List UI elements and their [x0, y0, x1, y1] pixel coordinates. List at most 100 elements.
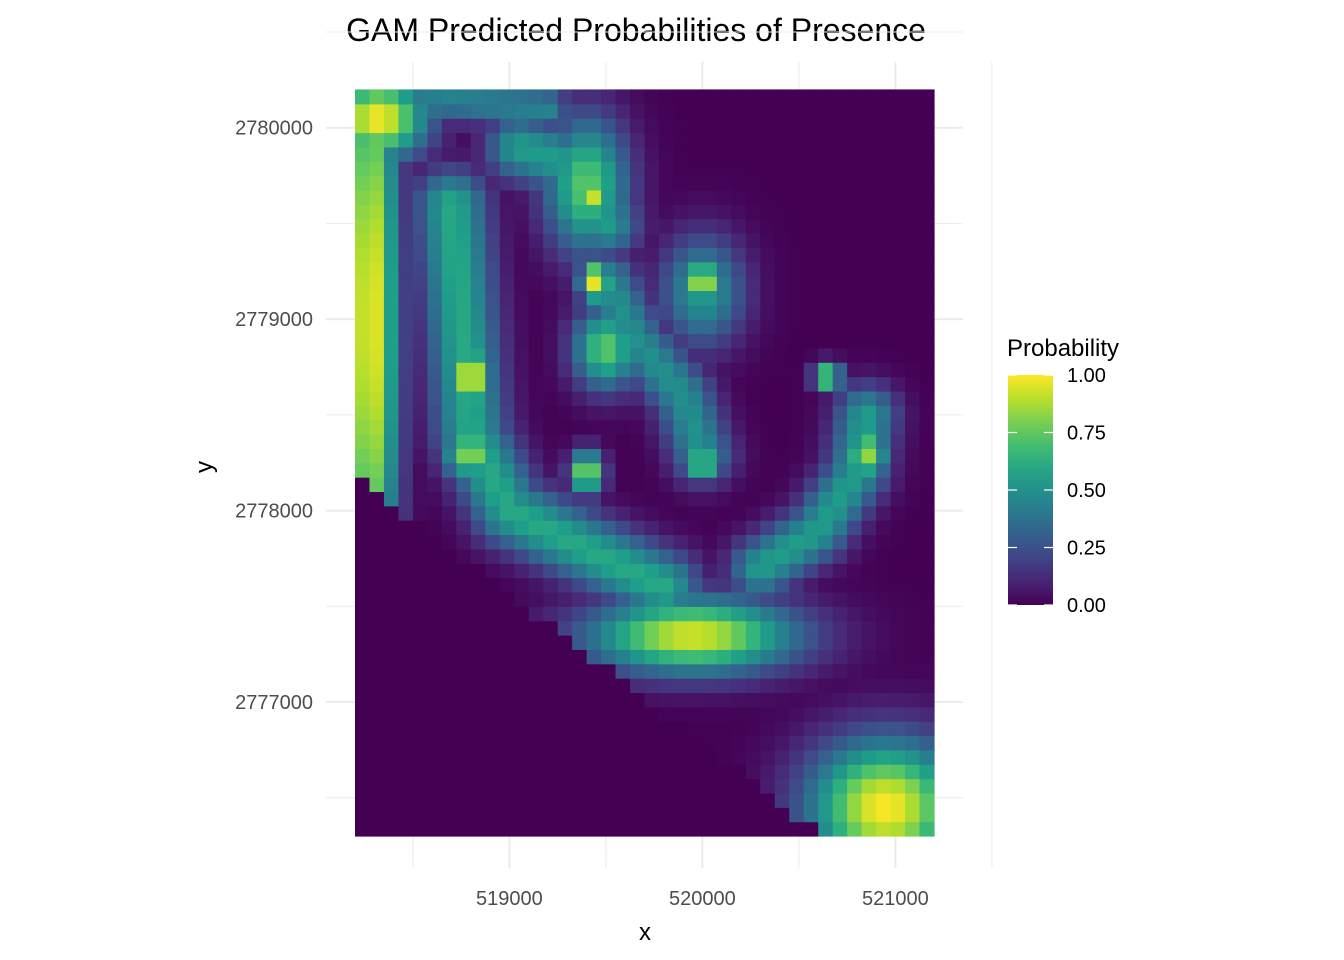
- heatmap-cell: [369, 233, 385, 248]
- heatmap-cell: [673, 161, 689, 177]
- heatmap-cell: [572, 390, 588, 406]
- heatmap-cell: [427, 563, 443, 579]
- heatmap-cell: [557, 204, 573, 220]
- heatmap-cell: [644, 304, 660, 320]
- heatmap-cell: [760, 419, 776, 435]
- heatmap-cell: [731, 663, 747, 679]
- heatmap-cell: [876, 419, 892, 435]
- heatmap-cell: [716, 649, 732, 665]
- heatmap-cell: [398, 233, 414, 248]
- heatmap-cell: [630, 692, 646, 708]
- heatmap-cell: [789, 390, 805, 406]
- heatmap-cell: [528, 505, 544, 521]
- heatmap-cell: [919, 376, 935, 392]
- heatmap-cell: [658, 319, 675, 335]
- heatmap-cell: [499, 390, 515, 406]
- heatmap-cell: [456, 606, 472, 622]
- heatmap-cell: [803, 821, 819, 837]
- heatmap-cell: [470, 161, 486, 177]
- heatmap-cell: [702, 821, 718, 837]
- heatmap-cell: [601, 635, 617, 650]
- heatmap-cell: [557, 290, 573, 306]
- heatmap-cell: [919, 548, 935, 564]
- heatmap-cell: [369, 477, 385, 493]
- heatmap-cell: [919, 347, 935, 363]
- heatmap-cell: [355, 706, 371, 722]
- heatmap-cell: [658, 678, 675, 694]
- heatmap-cell: [470, 304, 486, 320]
- heatmap-cell: [789, 735, 805, 751]
- heatmap-cell: [456, 333, 472, 349]
- heatmap-cell: [818, 635, 834, 650]
- heatmap-cell: [557, 778, 573, 794]
- heatmap-cell: [803, 448, 819, 464]
- heatmap-cell: [644, 534, 660, 550]
- heatmap-cell: [615, 505, 631, 521]
- heatmap-cell: [847, 821, 863, 837]
- heatmap-cell: [861, 304, 877, 320]
- heatmap-cell: [427, 261, 443, 277]
- heatmap-cell: [890, 434, 906, 449]
- heatmap-cell: [441, 591, 457, 607]
- heatmap-cell: [412, 735, 428, 751]
- heatmap-cell: [441, 505, 457, 521]
- heatmap-cell: [803, 692, 819, 708]
- heatmap-cell: [658, 591, 675, 607]
- heatmap-cell: [383, 362, 400, 378]
- heatmap-cell: [905, 333, 921, 349]
- heatmap-cell: [905, 118, 921, 134]
- heatmap-cell: [658, 563, 675, 579]
- heatmap-cell: [731, 89, 747, 105]
- heatmap-cell: [586, 764, 602, 780]
- heatmap-cell: [803, 376, 819, 392]
- heatmap-cell: [412, 591, 428, 607]
- heatmap-cell: [760, 620, 776, 636]
- heatmap-cell: [644, 721, 660, 737]
- heatmap-cell: [876, 807, 892, 823]
- heatmap-cell: [818, 261, 834, 277]
- heatmap-cell: [441, 118, 457, 134]
- heatmap-cell: [557, 721, 573, 737]
- heatmap-cell: [528, 764, 544, 780]
- heatmap-cell: [832, 233, 848, 248]
- heatmap-cell: [586, 591, 602, 607]
- heatmap-cell: [861, 821, 877, 837]
- heatmap-cell: [673, 534, 689, 550]
- heatmap-cell: [427, 419, 443, 435]
- heatmap-cell: [615, 577, 631, 593]
- heatmap-cell: [485, 276, 501, 292]
- heatmap-cell: [369, 419, 385, 435]
- heatmap-cell: [412, 520, 428, 536]
- heatmap-cell: [499, 319, 515, 335]
- heatmap-cell: [745, 261, 761, 277]
- heatmap-cell: [441, 233, 457, 248]
- heatmap-cell: [818, 362, 834, 378]
- heatmap-cell: [644, 563, 660, 579]
- heatmap-cell: [658, 534, 675, 550]
- heatmap-cell: [456, 434, 472, 449]
- heatmap-cell: [355, 161, 371, 177]
- heatmap-cell: [586, 362, 602, 378]
- heatmap-cell: [760, 434, 776, 449]
- heatmap-cell: [470, 448, 486, 464]
- heatmap-cell: [644, 649, 660, 665]
- heatmap-cell: [745, 821, 761, 837]
- heatmap-cell: [847, 534, 863, 550]
- heatmap-cell: [731, 678, 747, 694]
- heatmap-cell: [687, 204, 703, 220]
- heatmap-cell: [441, 434, 457, 449]
- heatmap-cell: [601, 419, 617, 435]
- heatmap-cell: [514, 477, 530, 493]
- heatmap-cell: [890, 477, 906, 493]
- heatmap-cell: [861, 721, 877, 737]
- heatmap-cell: [731, 591, 747, 607]
- heatmap-cell: [890, 448, 906, 464]
- heatmap-cell: [557, 635, 573, 650]
- heatmap-cell: [803, 276, 819, 292]
- heatmap-cell: [890, 505, 906, 521]
- heatmap-cell: [658, 807, 675, 823]
- heatmap-cell: [543, 577, 559, 593]
- heatmap-cell: [398, 735, 414, 751]
- heatmap-cell: [658, 692, 675, 708]
- heatmap-cell: [702, 591, 718, 607]
